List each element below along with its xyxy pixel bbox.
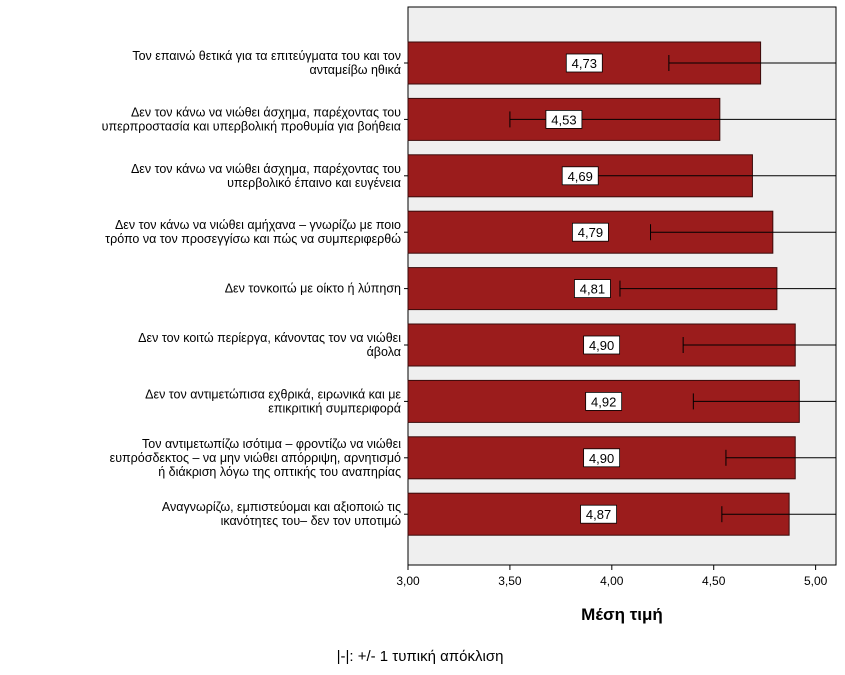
value-label: 4,79: [578, 225, 603, 240]
category-label: Δεν τονκοιτώ με οίκτο ή λύπηση: [225, 282, 401, 296]
value-label: 4,92: [591, 394, 616, 409]
x-axis: 3,00 3,50 4,00 4,50 5,00: [396, 62, 828, 588]
x-tick-label: 4,50: [702, 574, 726, 588]
category-labels: Τον επαινώ θετικά για τα επιτεύγματα του…: [102, 49, 402, 528]
value-label-box: [580, 504, 617, 524]
value-label-box: [585, 391, 623, 411]
value-label: 4,90: [589, 338, 614, 353]
category-label: Δεν τον κάνω να νιώθει αμήχανα – γνωρίζω…: [105, 218, 401, 246]
bars-layer: 4,73 4,53 4,69 4,79 4,81 4,90 4,92 4,90 4,87: [407, 41, 836, 536]
category-label: Τον αντιμετωπίζω ισότιμα – φροντίζω να ν…: [110, 437, 402, 479]
category-label: Δεν τον κάνω να νιώθει άσχημα, παρέχοντα…: [102, 105, 402, 133]
x-tick-label: 4,00: [600, 574, 624, 588]
x-tick-label: 3,00: [396, 574, 420, 588]
value-label-box: [574, 279, 611, 299]
error-bar-footnote: |-|: +/- 1 τυπική απόκλιση: [337, 648, 504, 665]
value-label: 4,90: [589, 451, 614, 466]
value-label: 4,53: [551, 112, 576, 127]
value-label-box: [583, 335, 621, 355]
category-label: Αναγνωρίζω, εμπιστεύομαι και αξιοποιώ τι…: [162, 500, 401, 528]
category-label: Τον επαινώ θετικά για τα επιτεύγματα του…: [132, 49, 401, 77]
value-label-box: [561, 166, 599, 186]
category-label: Δεν τον κοιτώ περίεργα, κάνοντας τον να …: [138, 331, 401, 359]
x-axis-title: Μέση τιμή: [581, 605, 663, 624]
x-tick-label: 5,00: [804, 574, 828, 588]
value-label-box: [565, 53, 603, 73]
value-label-box: [545, 110, 583, 129]
value-label-box: [572, 222, 609, 242]
x-tick-label: 3,50: [498, 574, 522, 588]
value-label: 4,87: [586, 507, 611, 522]
category-label: Δεν τον κάνω να νιώθει άσχημα, παρέχοντα…: [131, 162, 401, 190]
value-label: 4,81: [580, 282, 605, 297]
category-label: Δεν τον αντιμετώπισα εχθρικά, ειρωνικά κ…: [145, 387, 401, 415]
value-label: 4,69: [568, 169, 593, 184]
value-label-box: [583, 448, 621, 468]
value-label: 4,73: [572, 56, 597, 71]
